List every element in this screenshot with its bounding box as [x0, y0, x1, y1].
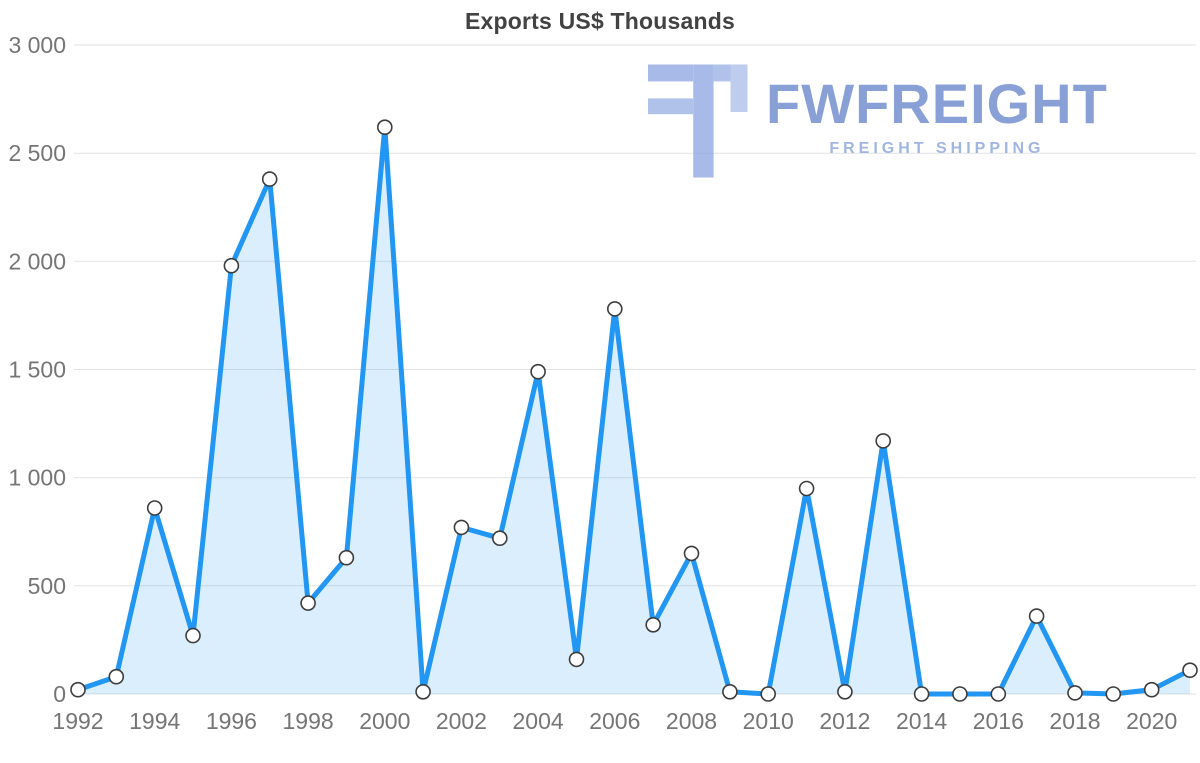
data-point-2021[interactable]: [1182, 662, 1198, 679]
data-point-2007[interactable]: [645, 616, 662, 633]
data-point-1998[interactable]: [300, 595, 316, 611]
x-tick-label-2018: 2018: [1049, 708, 1100, 734]
data-point-2010[interactable]: [760, 686, 777, 702]
x-tick-label-2016: 2016: [973, 708, 1024, 734]
data-point-1999[interactable]: [338, 549, 355, 566]
x-tick-label-2008: 2008: [666, 708, 717, 734]
data-point-1993[interactable]: [108, 668, 125, 685]
x-tick-label-2004: 2004: [513, 708, 564, 734]
y-tick-label-0: 0: [53, 681, 66, 707]
data-point-2004[interactable]: [530, 363, 546, 380]
x-tick-label-2000: 2000: [359, 708, 410, 734]
x-tick-label-1998: 1998: [283, 708, 334, 734]
y-tick-label-1500: 1 500: [8, 357, 66, 383]
data-point-2014[interactable]: [913, 686, 930, 702]
data-point-2003[interactable]: [491, 530, 508, 547]
data-point-2018[interactable]: [1067, 685, 1083, 701]
data-point-2009[interactable]: [722, 683, 738, 700]
data-point-1997[interactable]: [261, 171, 278, 187]
chart-line: [75, 124, 1193, 697]
data-point-1992[interactable]: [70, 681, 86, 698]
data-point-2002[interactable]: [453, 519, 470, 536]
data-point-2015[interactable]: [952, 686, 968, 702]
data-point-1994[interactable]: [146, 500, 163, 516]
x-tick-label-1994: 1994: [129, 708, 180, 734]
data-point-2001[interactable]: [415, 683, 431, 700]
data-point-2017[interactable]: [1028, 608, 1045, 624]
y-tick-label-2500: 2 500: [8, 140, 66, 166]
x-tick-label-2020: 2020: [1126, 708, 1177, 734]
chart-title: Exports US$ Thousands: [464, 8, 736, 34]
data-point-1995[interactable]: [185, 627, 201, 644]
data-point-2006[interactable]: [606, 301, 623, 317]
data-point-2020[interactable]: [1143, 681, 1160, 698]
y-tick-label-500: 500: [28, 573, 66, 599]
y-tick-label-2000: 2 000: [8, 248, 66, 274]
data-point-2013[interactable]: [875, 433, 892, 449]
x-tick-label-2002: 2002: [436, 708, 487, 734]
data-point-1996[interactable]: [223, 257, 240, 274]
data-point-2005[interactable]: [568, 651, 585, 668]
data-point-2008[interactable]: [683, 545, 700, 562]
chart-area-fill: [78, 127, 1190, 694]
data-point-2016[interactable]: [990, 686, 1007, 702]
x-tick-label-2012: 2012: [819, 708, 870, 734]
x-tick-label-1992: 1992: [52, 708, 103, 734]
x-tick-label-2014: 2014: [896, 708, 947, 734]
data-point-2019[interactable]: [1105, 686, 1122, 702]
x-tick-label-1996: 1996: [206, 708, 257, 734]
y-tick-label-3000: 3 000: [8, 32, 66, 58]
data-point-2012[interactable]: [837, 683, 853, 700]
data-point-2011[interactable]: [798, 480, 815, 497]
x-tick-label-2006: 2006: [589, 708, 640, 734]
data-point-2000[interactable]: [376, 119, 393, 135]
x-tick-label-2010: 2010: [743, 708, 794, 734]
y-tick-label-1000: 1 000: [8, 465, 66, 491]
